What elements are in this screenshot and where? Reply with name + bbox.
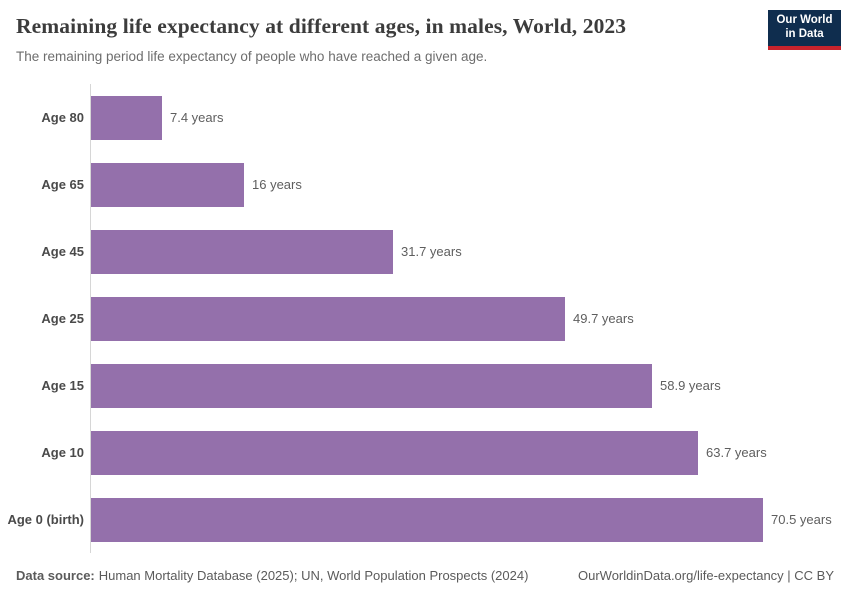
data-source: Data source: Human Mortality Database (20…	[16, 568, 528, 583]
chart-footer: Data source: Human Mortality Database (20…	[16, 568, 834, 583]
data-source-text: Human Mortality Database (2025); UN, Wor…	[98, 568, 529, 583]
bar[interactable]	[91, 430, 698, 475]
bar[interactable]	[91, 95, 162, 140]
category-label: Age 45	[41, 244, 84, 259]
bar-row: Age 15 58.9 years	[0, 352, 850, 419]
data-source-label: Data source:	[16, 568, 95, 583]
owid-logo-line1: Our World	[776, 14, 833, 27]
plot-area: 70.5 years	[90, 486, 850, 553]
bar[interactable]	[91, 162, 244, 207]
value-label: 63.7 years	[706, 445, 767, 460]
bar-row: Age 0 (birth) 70.5 years	[0, 486, 850, 553]
plot-area: 16 years	[90, 151, 850, 218]
value-label: 49.7 years	[573, 311, 634, 326]
owid-logo[interactable]: Our World in Data	[768, 10, 841, 50]
value-label: 70.5 years	[771, 512, 832, 527]
category-label: Age 0 (birth)	[7, 512, 84, 527]
category-label: Age 25	[41, 311, 84, 326]
value-label: 7.4 years	[170, 110, 224, 125]
bar[interactable]	[91, 229, 393, 274]
bar-chart: Age 80 7.4 years Age 65 16 years Age 45 …	[0, 84, 850, 553]
bar-row: Age 25 49.7 years	[0, 285, 850, 352]
plot-area: 63.7 years	[90, 419, 850, 486]
owid-logo-line2: in Data	[785, 28, 824, 40]
bar[interactable]	[91, 497, 763, 542]
plot-area: 31.7 years	[90, 218, 850, 285]
value-label: 58.9 years	[660, 378, 721, 393]
category-label: Age 65	[41, 177, 84, 192]
attribution-link[interactable]: OurWorldinData.org/life-expectancy | CC …	[577, 568, 834, 583]
value-label: 31.7 years	[401, 244, 462, 259]
category-label: Age 80	[41, 110, 84, 125]
chart-subtitle: The remaining period life expectancy of …	[16, 48, 488, 64]
bar-row: Age 45 31.7 years	[0, 218, 850, 285]
value-label: 16 years	[252, 177, 302, 192]
category-label: Age 15	[41, 378, 84, 393]
category-label: Age 10	[41, 445, 84, 460]
plot-area: 49.7 years	[90, 285, 850, 352]
bar-row: Age 80 7.4 years	[0, 84, 850, 151]
plot-area: 58.9 years	[90, 352, 850, 419]
bar-row: Age 10 63.7 years	[0, 419, 850, 486]
chart-title: Remaining life expectancy at different a…	[16, 14, 627, 38]
bar-row: Age 65 16 years	[0, 151, 850, 218]
bar[interactable]	[91, 296, 565, 341]
bar[interactable]	[91, 363, 652, 408]
plot-area: 7.4 years	[90, 84, 850, 151]
chart-header: Remaining life expectancy at different a…	[16, 14, 730, 64]
